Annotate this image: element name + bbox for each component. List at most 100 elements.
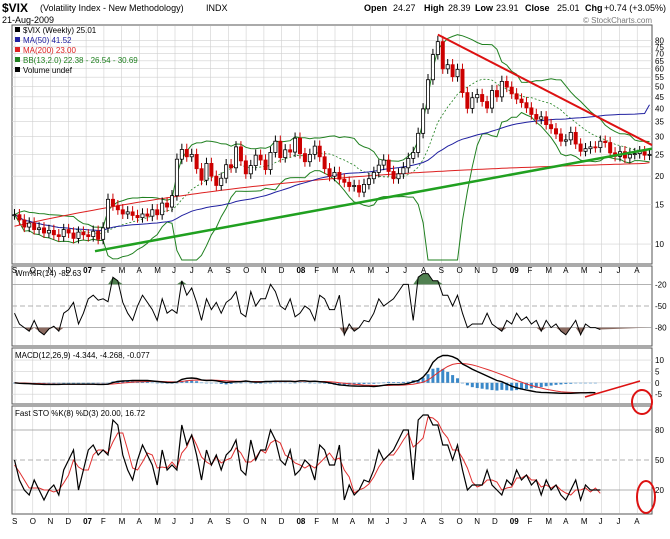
macd-histogram-bar [362,382,366,384]
macd-histogram-bar [150,382,154,384]
candle-body [588,146,593,150]
macd-histogram-bar [401,381,405,383]
macd-histogram-bar [421,377,425,383]
macd-histogram-bar [273,382,277,384]
candle-body [549,124,554,130]
candle-body [243,160,248,175]
x-tick-label-top: D [279,266,285,275]
x-tick-label-top: O [456,266,462,275]
macd-histogram-bar [456,378,460,383]
x-tick-label-top: M [154,266,161,275]
legend-entry: Volume undef [23,66,73,75]
low-label: Low [475,3,494,13]
x-tick-label-top: N [48,266,54,275]
macd-histogram-bar [544,382,548,387]
candle-body [337,171,342,180]
candle-body [150,209,155,217]
x-tick-label-bottom: J [599,517,603,526]
macd-histogram-bar [593,382,597,384]
macd-histogram-bar [121,380,125,383]
macd-histogram-bar [42,382,46,384]
candle-body [485,101,490,109]
macd-histogram-bar [106,382,110,384]
y-tick-label-macd: 0 [655,379,660,388]
macd-label: MACD(12,26,9) -4.344, -4.268, -0.077 [15,351,150,360]
candle-body [125,211,130,215]
macd-histogram-bar [200,382,204,384]
x-tick-label-bottom: F [101,517,106,526]
candle-body [352,185,357,187]
x-tick-label-top: N [474,266,480,275]
y-tick-label-main: 75 [655,43,664,52]
macd-histogram-bar [564,382,568,384]
macd-histogram-bar [204,382,208,384]
x-tick-label-bottom: S [225,517,230,526]
candle-body [233,146,238,169]
candle-body [288,149,293,153]
macd-histogram-bar [229,382,233,384]
x-tick-label-bottom: D [65,517,71,526]
candle-body [514,93,519,100]
candle-body [189,153,194,158]
x-tick-label-bottom: O [243,517,249,526]
panel-frame-macd [11,347,653,405]
candle-body [51,230,56,236]
candle-body [76,231,81,239]
candle-body [42,227,47,234]
macd-histogram-bar [62,382,66,384]
y-tick-label-willr: -20 [655,280,667,289]
y-tick-label-willr: -80 [655,324,667,333]
macd-histogram-bar [505,382,509,391]
macd-histogram-bar [515,382,519,391]
x-tick-label-top: J [403,266,407,275]
candle-body [56,234,61,237]
macd-histogram-bar [539,382,543,388]
macd-histogram-bar [126,381,130,383]
candle-body [534,114,539,120]
macd-histogram-bar [460,382,464,384]
x-tick-label-bottom: F [314,517,319,526]
y-tick-label-main: 45 [655,93,664,102]
candle-body [86,234,91,237]
candle-body [470,97,475,109]
ma200-line [14,162,650,227]
x-tick-label-bottom: M [119,517,126,526]
y-tick-label-main: 55 [655,73,664,82]
candle-body [421,108,426,134]
candle-body [563,139,568,142]
x-tick-label-top: M [119,266,126,275]
bollinger-lower-line [14,111,650,261]
candle-body [583,148,588,152]
candle-body [568,131,573,141]
x-tick-label-top: D [492,266,498,275]
y-tick-label-main: 50 [655,83,664,92]
candle-body [219,177,224,186]
candle-body [169,195,174,208]
candle-body [263,159,268,171]
candle-body [179,149,184,160]
x-tick-label-bottom: S [12,517,17,526]
candle-body [460,68,465,93]
macd-histogram-bar [101,382,105,384]
macd-histogram-bar [337,382,341,385]
symbol-label: $VIX [2,1,28,15]
x-tick-label-top: S [12,266,17,275]
legend-swatch [15,47,20,52]
candle-body [106,198,111,229]
bollinger-upper-line [14,34,650,228]
candle-body [71,232,76,239]
candle-body [155,209,160,216]
macd-histogram-bar [584,382,588,384]
candle-body [435,41,440,55]
candle-body [578,143,583,152]
legend-entry: BB(13,2.0) 22.38 - 26.54 - 30.69 [23,56,138,65]
resistance-trendline [437,33,653,146]
candle-body [27,222,32,228]
macd-histogram-bar [426,374,430,383]
high-value: 28.39 [448,3,471,13]
x-tick-label-bottom: J [616,517,620,526]
macd-histogram-bar [254,382,258,384]
macd-histogram-bar [140,381,144,383]
x-tick-label-bottom: J [172,517,176,526]
x-tick-label-top: A [634,266,640,275]
